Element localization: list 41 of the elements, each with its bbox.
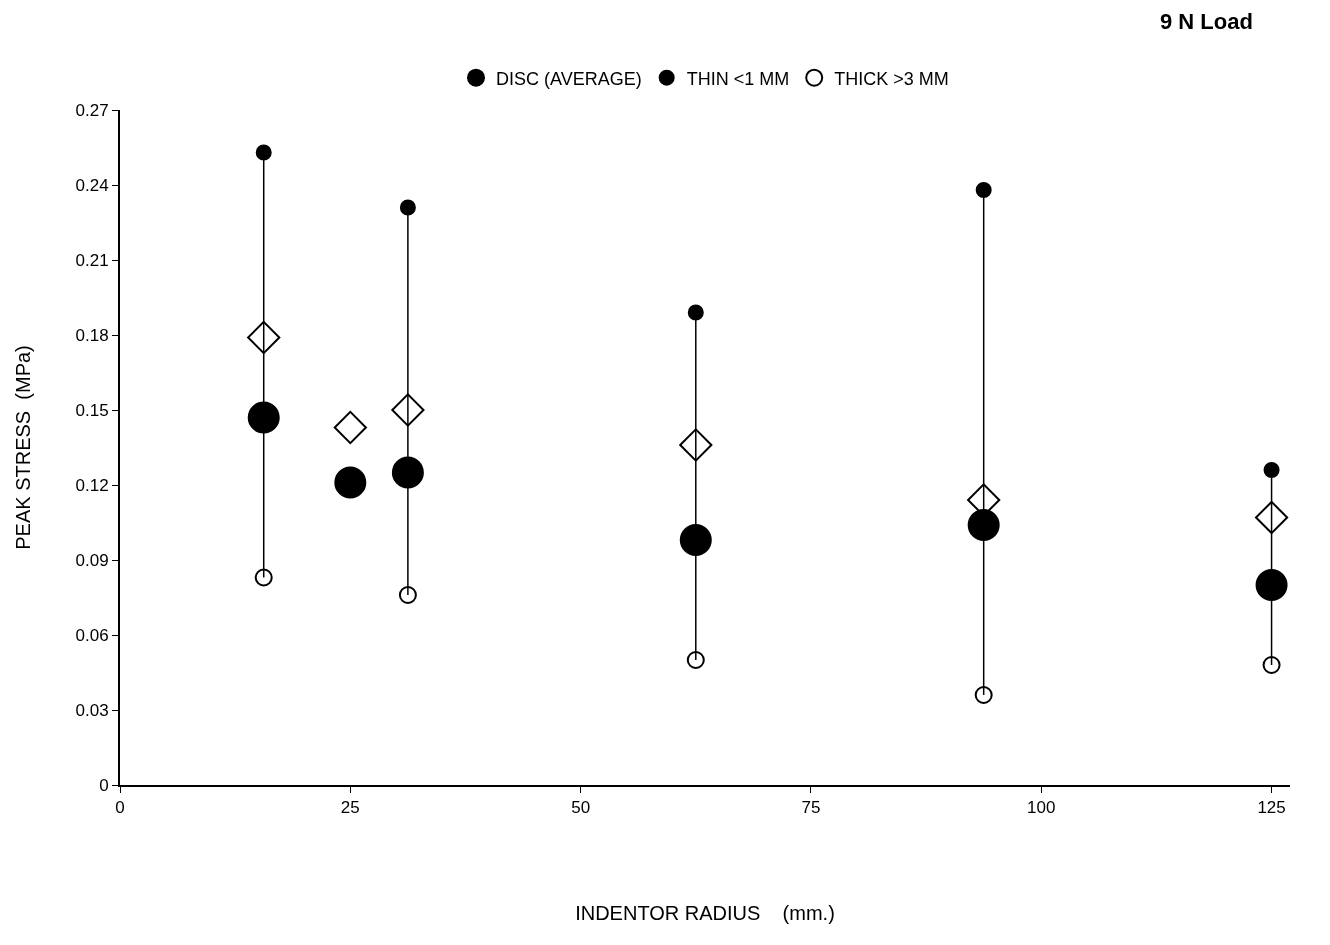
y-tick-label: 0.09: [75, 550, 109, 570]
point: [398, 586, 417, 604]
x-tick-label: 75: [801, 798, 821, 818]
point: [255, 144, 272, 161]
point: [399, 199, 416, 216]
legend-label: THIN <1 MM: [686, 68, 790, 89]
point: [254, 568, 273, 587]
point: [1255, 569, 1288, 601]
point: [247, 320, 281, 355]
x-tick-label: 0: [115, 798, 125, 818]
point: [1262, 656, 1281, 674]
point: [1254, 500, 1289, 535]
y-tick-label: 0.03: [75, 700, 109, 720]
point: [967, 509, 1000, 541]
x-tick-label: 50: [571, 798, 591, 818]
x-tick-label: 125: [1257, 798, 1286, 818]
x-tick-label: 100: [1027, 798, 1056, 818]
y-tick-label: 0.15: [75, 400, 109, 420]
point: [975, 182, 992, 198]
point: [686, 651, 705, 669]
y-tick-label: 0.21: [75, 250, 109, 270]
point: [391, 456, 424, 489]
x-axis-title: INDENTOR RADIUS (mm.): [575, 902, 835, 925]
y-tick-label: 0.27: [75, 100, 109, 120]
y-axis-title: PEAK STRESS (MPa): [11, 345, 34, 550]
point: [679, 524, 712, 556]
point: [687, 304, 704, 321]
chart-title: 9 N Load: [1160, 9, 1253, 34]
x-tick-label: 25: [340, 798, 360, 818]
point: [333, 410, 367, 445]
point: [247, 401, 280, 434]
point: [974, 686, 993, 704]
legend-label: DISC (AVERAGE): [496, 68, 642, 89]
legend-label: THICK >3 MM: [834, 68, 949, 89]
point: [334, 466, 367, 499]
y-tick-label: 0.06: [75, 625, 109, 645]
point: [1263, 462, 1280, 478]
y-tick-label: 0.18: [75, 325, 109, 345]
y-tick-label: 0.24: [75, 175, 109, 195]
y-tick-label: 0.12: [75, 475, 109, 495]
y-tick-label: 0: [99, 775, 109, 795]
